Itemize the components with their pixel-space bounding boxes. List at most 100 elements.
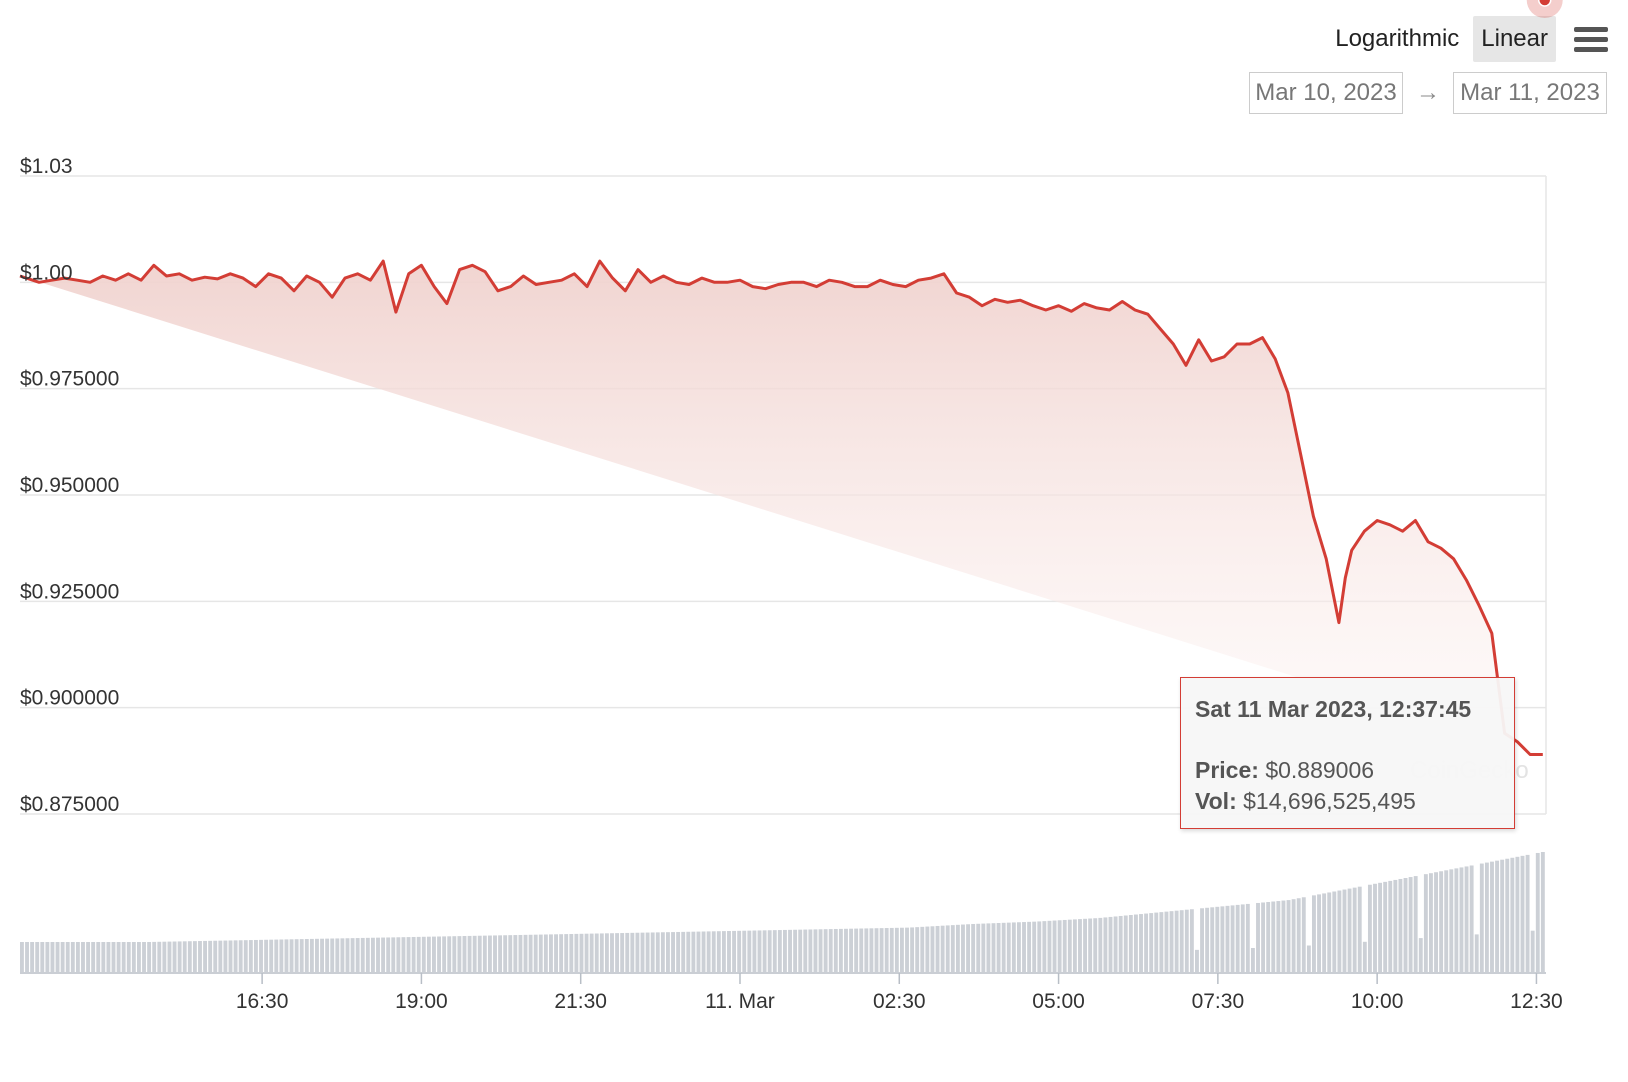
volume-bar <box>131 942 136 972</box>
volume-bar <box>1215 906 1220 972</box>
volume-bar <box>864 928 869 972</box>
volume-bar <box>386 937 391 972</box>
range-end-input[interactable]: Mar 11, 2023 <box>1453 72 1607 114</box>
volume-bar <box>828 929 833 972</box>
volume-bar <box>1261 902 1266 972</box>
volume-bar <box>1037 921 1042 972</box>
volume-bar <box>411 936 416 972</box>
volume-bar <box>370 937 375 972</box>
volume-bar <box>996 923 1001 972</box>
volume-bar <box>783 929 787 972</box>
menu-bar <box>1574 27 1608 32</box>
volume-bar <box>60 942 65 972</box>
volume-bar <box>223 940 228 972</box>
volume-bar <box>528 934 533 972</box>
volume-bar <box>472 935 477 972</box>
x-tick-label: 07:30 <box>1192 990 1245 1013</box>
volume-bar <box>284 939 289 972</box>
volume-bar <box>747 930 752 972</box>
volume-bar <box>1322 893 1327 972</box>
volume-bar <box>1520 855 1525 972</box>
volume-bar <box>630 932 635 972</box>
volume-bar <box>335 938 340 972</box>
volume-bar <box>915 927 920 972</box>
volume-bar <box>803 929 808 972</box>
volume-bar <box>20 942 24 972</box>
volume-bar <box>493 935 497 972</box>
volume-bar <box>40 942 45 972</box>
volume-bar <box>136 942 141 972</box>
volume-bar <box>910 927 915 972</box>
price-area-fill <box>20 261 1543 755</box>
volume-bar <box>248 940 253 972</box>
volume-bar <box>1276 901 1281 972</box>
date-range-selector: Mar 10, 2023 → Mar 11, 2023 <box>1249 72 1607 114</box>
y-tick-label: $0.975000 <box>20 368 119 391</box>
volume-bar <box>889 927 894 972</box>
volume-bar <box>1240 904 1245 972</box>
volume-bar <box>1250 948 1255 972</box>
volume-bar <box>126 942 131 972</box>
volume-bar <box>961 924 965 972</box>
volume-bar <box>818 929 823 972</box>
volume-bar <box>1200 908 1204 972</box>
volume-bar <box>350 938 355 972</box>
volume-bar <box>813 929 818 972</box>
menu-bar <box>1574 37 1608 42</box>
volume-bar <box>767 930 772 972</box>
volume-bar <box>732 930 737 972</box>
volume-bar <box>899 927 904 972</box>
volume-bar <box>1449 869 1454 972</box>
linear-scale-button[interactable]: Linear <box>1473 16 1556 62</box>
volume-bar <box>1118 915 1123 972</box>
volume-bar <box>569 933 574 972</box>
volume-bar <box>1373 883 1377 972</box>
volume-bar <box>1286 900 1291 972</box>
volume-bar <box>1540 852 1545 972</box>
volume-bar <box>192 941 197 972</box>
volume-bar <box>376 937 380 972</box>
volume-bar <box>950 925 955 972</box>
volume-bar <box>955 924 960 972</box>
volume-bar <box>645 932 650 972</box>
volume-bar <box>1398 878 1403 972</box>
volume-bar <box>925 926 930 972</box>
volume-bar <box>91 942 96 972</box>
volume-bar <box>1535 852 1540 972</box>
range-start-input[interactable]: Mar 10, 2023 <box>1249 72 1403 114</box>
volume-bar <box>345 938 350 972</box>
volume-bar <box>681 931 686 972</box>
volume-bar <box>1469 865 1474 972</box>
volume-bar <box>905 927 909 972</box>
volume-bar <box>1123 915 1128 972</box>
volume-bar <box>635 932 640 972</box>
volume-bar <box>1052 920 1057 972</box>
volume-bar <box>854 928 859 972</box>
volume-bar <box>253 939 258 972</box>
volume-bar <box>1144 913 1149 972</box>
x-tick-label: 19:00 <box>395 990 448 1013</box>
volume-bar <box>1510 857 1515 972</box>
volume-bar <box>1362 941 1367 972</box>
volume-bar <box>1083 918 1087 972</box>
volume-bar <box>543 934 548 972</box>
volume-bar <box>1495 860 1500 972</box>
volume-bar <box>447 936 452 972</box>
volume-bar <box>554 934 558 972</box>
volume-bar <box>45 942 50 972</box>
range-arrow-icon: → <box>1416 79 1440 106</box>
volume-bar <box>365 937 370 972</box>
volume-bar <box>1093 918 1098 972</box>
volume-bar <box>838 928 843 972</box>
hamburger-menu-icon[interactable] <box>1574 24 1608 54</box>
volume-bar <box>1042 921 1047 972</box>
tooltip-price-value: $0.889006 <box>1265 757 1375 783</box>
volume-bar <box>762 930 767 972</box>
volume-bar <box>604 933 609 972</box>
volume-bar <box>416 936 421 972</box>
volume-bar <box>177 941 182 972</box>
logarithmic-scale-button[interactable]: Logarithmic <box>1335 25 1460 52</box>
volume-bar <box>1291 899 1296 972</box>
volume-bar <box>1006 922 1011 972</box>
